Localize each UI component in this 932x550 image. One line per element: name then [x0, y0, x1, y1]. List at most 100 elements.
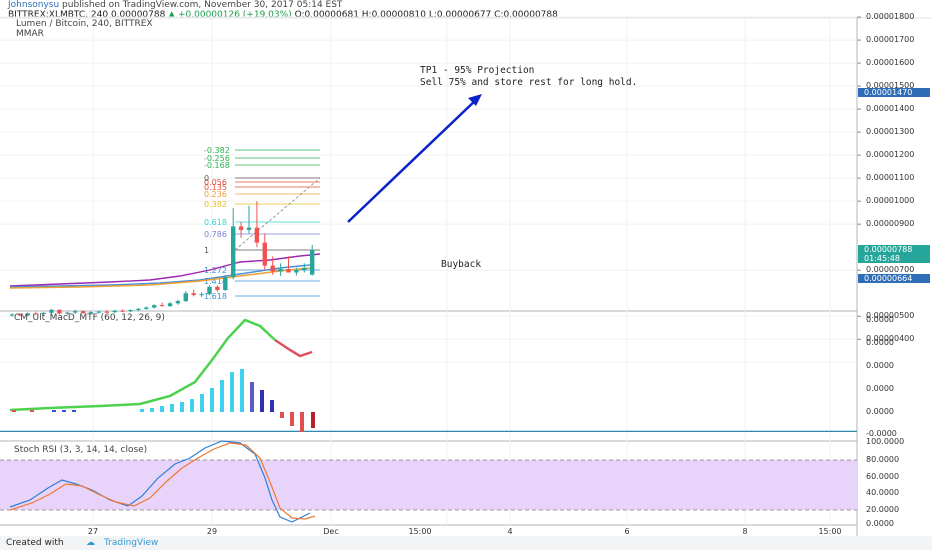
macd-hist-bar [52, 410, 56, 412]
fib-label: 1.272 [204, 266, 227, 275]
time-tick-label: 6 [624, 527, 630, 536]
macd-hist-bar [250, 382, 254, 412]
stoch-k-line [9, 440, 311, 523]
macd-hist-bar [62, 410, 66, 412]
candle-body [238, 226, 244, 230]
candle-body [215, 286, 220, 291]
fib-label: -0.256 [204, 154, 230, 163]
candle-body [112, 310, 117, 313]
macd-hist-bar [190, 399, 194, 412]
candle-body [41, 312, 46, 314]
stoch-legend: Stoch RSI (3, 3, 14, 14, close) [14, 445, 148, 455]
fib-label: 0.382 [204, 200, 227, 209]
macd-line-red [274, 338, 313, 358]
candle-body [17, 314, 23, 316]
macd-hist-bar [180, 402, 184, 412]
fib-trend-line [234, 177, 321, 251]
main-legend-symbol: Lumen / Bitcoin, 240, BITTREX [16, 19, 153, 29]
candle-body [310, 249, 315, 275]
candle-body [120, 310, 125, 312]
candle-body [199, 294, 204, 296]
macd-hist-bar [170, 404, 174, 412]
fib-label: 1 [204, 246, 209, 255]
price-tick-label: 0.00000400 [866, 334, 915, 344]
footer-brand[interactable]: TradingView [104, 538, 159, 548]
macd-hist-bar [240, 369, 244, 412]
candle-body [152, 305, 157, 308]
ma-purple [9, 253, 321, 287]
candle-body [207, 286, 212, 295]
time-tick-label: 29 [206, 527, 218, 536]
macd-tick-label: 0.0000 [866, 407, 894, 416]
price-tag: 0.00001470 [858, 88, 930, 97]
main-legend-mmar: MMAR [16, 29, 44, 39]
candle-body [128, 310, 133, 312]
candle-body [231, 226, 236, 278]
symbol-text: BITTREX:XLMBTC, 240 0.00000788 [8, 10, 166, 20]
candle-body [159, 305, 165, 307]
candle-body [254, 227, 260, 243]
candle-body [57, 309, 62, 314]
tradingview-logo-icon: ☁ [86, 538, 95, 548]
macd-hist-bar [150, 408, 154, 412]
candle-body [302, 267, 307, 271]
candle-body [9, 314, 15, 316]
macd-hist-bar [160, 406, 164, 412]
stoch-tick-label: 40.0000 [866, 488, 900, 497]
candle-body [183, 293, 188, 302]
projection-arrow [347, 97, 479, 223]
candle-body [167, 303, 173, 307]
macd-hist-bar [210, 388, 214, 412]
macd-hist-bar [30, 410, 34, 412]
symbol-line: BITTREX:XLMBTC, 240 0.00000788 ▲ +0.0000… [8, 10, 558, 20]
fib-label: 0.135 [204, 183, 227, 192]
candle-body [270, 265, 275, 272]
macd-hist-bar [230, 372, 234, 412]
fib-label: 1.414 [204, 277, 227, 286]
publish-text: published on TradingView.com, November 3… [59, 0, 343, 10]
macd-hist-bar [200, 394, 204, 412]
price-tag: 0.00000664 [858, 273, 930, 283]
annotation-tp1: TP1 - 95% Projection [420, 65, 535, 76]
candle-body [73, 311, 78, 313]
candle-body [65, 312, 70, 314]
annotation-buyback: Buyback [441, 259, 482, 270]
macd-hist-bar [280, 412, 284, 418]
macd-hist-bar [72, 410, 76, 412]
candle-body [286, 269, 291, 273]
candle-body [80, 311, 86, 314]
macd-tick-label: 0.0000 [866, 338, 894, 347]
candle-body [175, 301, 181, 304]
candle-body [294, 270, 299, 273]
time-tick-label: 8 [742, 527, 748, 536]
price-tick-label: 0.00001800 [866, 12, 915, 22]
price-tick-label: 0.00001400 [866, 104, 915, 114]
stoch-tick-label: 100.0000 [866, 437, 905, 446]
price-tick-label: 0.00001100 [866, 173, 915, 183]
macd-legend: CM_Ult_MacD_MTF (60, 12, 26, 9) [14, 313, 165, 323]
price-tick-label: 0.00001300 [866, 127, 915, 137]
candle-body [262, 242, 267, 266]
candle-body [246, 227, 252, 230]
macd-hist-bar [311, 412, 315, 428]
candle-body [278, 269, 283, 272]
author-link[interactable]: Johnsonysu [8, 0, 60, 10]
fib-label: -0.168 [204, 161, 230, 170]
stoch-band [0, 460, 857, 510]
price-tick-label: 0.00001700 [866, 35, 915, 45]
stoch-tick-label: 80.0000 [866, 455, 900, 464]
fib-label: 0.786 [204, 230, 227, 239]
macd-hist-bar [220, 380, 224, 412]
stoch-tick-label: 60.0000 [866, 472, 900, 481]
stoch-d-line [9, 442, 316, 520]
annotation-sell: Sell 75% and store rest for long hold. [420, 77, 638, 88]
candle-body [88, 312, 94, 314]
time-tick-label: 27 [87, 527, 99, 536]
price-tag: 01:45:48 [858, 253, 930, 263]
macd-tick-label: 0.0000 [866, 384, 894, 393]
price-tick-label: 0.00001000 [866, 196, 915, 206]
price-tick-label: 0.00001200 [866, 150, 915, 160]
macd-hist-bar [270, 400, 274, 412]
time-tick-label: Dec [323, 527, 339, 536]
